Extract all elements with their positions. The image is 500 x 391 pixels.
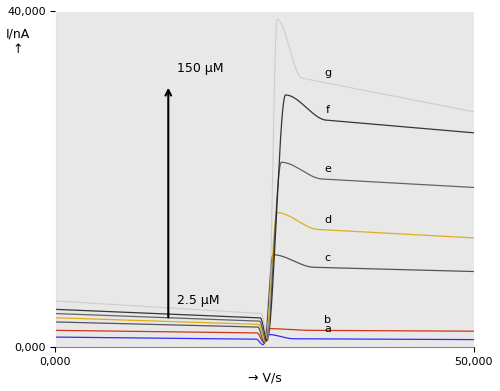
Text: e: e <box>324 164 331 174</box>
Text: d: d <box>324 215 331 225</box>
Text: b: b <box>324 316 331 325</box>
Y-axis label: I/nA
↑: I/nA ↑ <box>6 28 30 56</box>
Text: a: a <box>324 324 331 334</box>
X-axis label: → V/s: → V/s <box>248 371 282 384</box>
Text: g: g <box>324 68 331 78</box>
Text: c: c <box>324 253 330 263</box>
Text: f: f <box>326 105 330 115</box>
Text: 150 μM: 150 μM <box>176 62 223 75</box>
Text: 2.5 μM: 2.5 μM <box>176 294 219 307</box>
